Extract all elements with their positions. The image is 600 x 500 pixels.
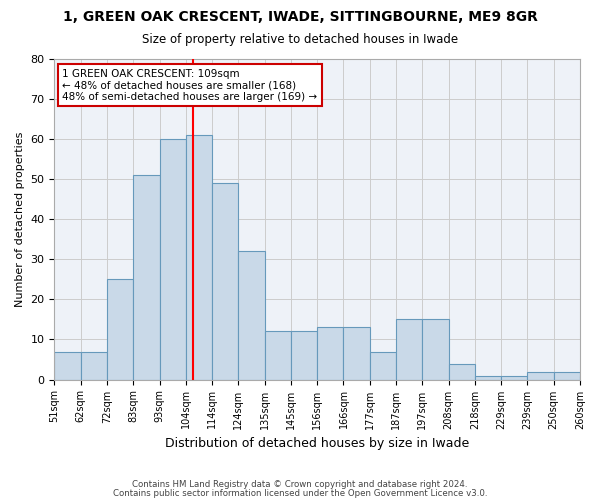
Bar [449, 364, 475, 380]
Bar [212, 183, 238, 380]
Y-axis label: Number of detached properties: Number of detached properties [15, 132, 25, 307]
Bar [527, 372, 554, 380]
Text: Contains public sector information licensed under the Open Government Licence v3: Contains public sector information licen… [113, 489, 487, 498]
Bar [238, 252, 265, 380]
Bar [55, 352, 80, 380]
Bar [133, 175, 160, 380]
Bar [291, 332, 317, 380]
Bar [317, 328, 343, 380]
Bar [107, 280, 133, 380]
Bar [501, 376, 527, 380]
Bar [160, 139, 186, 380]
Bar [422, 320, 449, 380]
Bar [186, 135, 212, 380]
Bar [554, 372, 580, 380]
Bar [396, 320, 422, 380]
Text: 1, GREEN OAK CRESCENT, IWADE, SITTINGBOURNE, ME9 8GR: 1, GREEN OAK CRESCENT, IWADE, SITTINGBOU… [62, 10, 538, 24]
Text: Contains HM Land Registry data © Crown copyright and database right 2024.: Contains HM Land Registry data © Crown c… [132, 480, 468, 489]
Bar [343, 328, 370, 380]
Bar [580, 376, 600, 380]
Bar [80, 352, 107, 380]
Bar [265, 332, 291, 380]
X-axis label: Distribution of detached houses by size in Iwade: Distribution of detached houses by size … [165, 437, 469, 450]
Bar [370, 352, 396, 380]
Bar [475, 376, 501, 380]
Text: Size of property relative to detached houses in Iwade: Size of property relative to detached ho… [142, 32, 458, 46]
Text: 1 GREEN OAK CRESCENT: 109sqm
← 48% of detached houses are smaller (168)
48% of s: 1 GREEN OAK CRESCENT: 109sqm ← 48% of de… [62, 68, 317, 102]
